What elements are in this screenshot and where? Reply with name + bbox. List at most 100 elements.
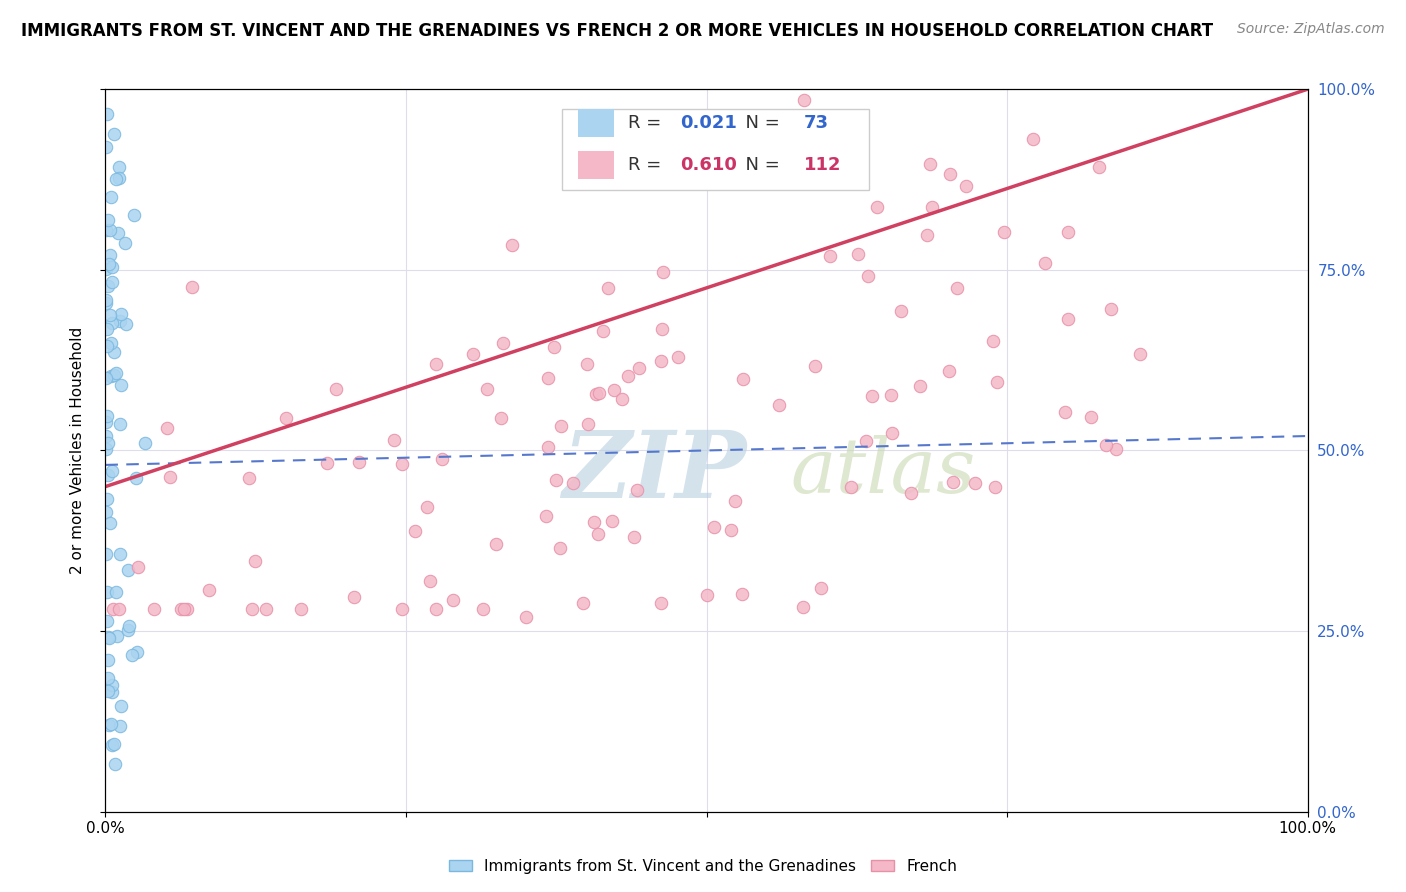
Point [731, 587, 754, 601]
Point [598, 281, 620, 295]
Point [471, 602, 494, 616]
Point [938, 167, 960, 181]
Point [98, 222, 121, 236]
Point [103, 127, 125, 141]
Point [180, 279, 202, 293]
Point [101, 260, 124, 274]
Point [254, 602, 277, 616]
Point [240, 602, 263, 616]
Point [117, 623, 139, 637]
Point [391, 602, 413, 616]
Point [818, 249, 841, 263]
Text: Source: ZipAtlas.com: Source: ZipAtlas.com [1237, 22, 1385, 37]
Point [96, 409, 118, 424]
Point [965, 476, 987, 491]
Point [290, 602, 312, 616]
Point [1105, 442, 1128, 456]
Point [118, 619, 141, 633]
Point [108, 314, 131, 328]
Point [101, 685, 124, 699]
Point [100, 316, 122, 330]
Point [98, 257, 121, 271]
Point [810, 581, 832, 595]
Point [626, 483, 648, 497]
Point [176, 602, 198, 616]
Point [110, 308, 132, 322]
Point [534, 509, 557, 524]
Point [127, 559, 149, 574]
Point [98, 718, 121, 732]
Point [98, 308, 121, 322]
Point [425, 357, 447, 371]
Point [768, 398, 790, 412]
Point [1053, 405, 1076, 419]
Point [548, 541, 571, 556]
Point [515, 609, 537, 624]
Point [170, 602, 193, 616]
Point [105, 172, 128, 186]
Point [94, 442, 117, 457]
Point [94, 140, 117, 154]
Point [391, 457, 413, 471]
Point [197, 582, 219, 597]
Point [110, 698, 132, 713]
Point [600, 514, 623, 528]
Point [96, 279, 118, 293]
Point [720, 523, 742, 537]
Point [543, 340, 565, 354]
Point [404, 524, 426, 538]
Point [946, 281, 969, 295]
Point [550, 418, 572, 433]
Text: ZIP: ZIP [562, 427, 747, 517]
Point [804, 359, 827, 374]
Point [616, 368, 638, 383]
Text: 0.610: 0.610 [681, 156, 737, 174]
Point [94, 415, 117, 429]
Point [792, 599, 814, 614]
Point [108, 417, 131, 431]
Point [585, 387, 607, 401]
Point [1129, 347, 1152, 361]
Point [612, 392, 634, 406]
Point [576, 417, 599, 431]
Point [650, 354, 672, 368]
Point [666, 350, 689, 364]
Point [862, 389, 884, 403]
Point [866, 201, 889, 215]
Point [382, 434, 405, 448]
Point [588, 526, 610, 541]
Point [993, 225, 1015, 239]
Legend: Immigrants from St. Vincent and the Grenadines, French: Immigrants from St. Vincent and the Gren… [443, 853, 963, 880]
Point [100, 368, 122, 383]
Point [97, 684, 120, 698]
FancyBboxPatch shape [578, 152, 614, 178]
Point [108, 160, 131, 174]
Point [942, 475, 965, 489]
Point [108, 602, 131, 616]
Point [97, 671, 120, 685]
Point [425, 602, 447, 616]
Point [97, 467, 120, 482]
Point [938, 364, 960, 378]
Point [733, 372, 755, 386]
FancyBboxPatch shape [562, 110, 869, 190]
Point [97, 631, 120, 645]
Point [114, 236, 136, 251]
Text: 73: 73 [804, 114, 830, 132]
Y-axis label: 2 or more Vehicles in Household: 2 or more Vehicles in Household [70, 326, 84, 574]
Point [97, 631, 120, 645]
Point [105, 366, 128, 380]
Point [441, 592, 464, 607]
Point [880, 388, 903, 402]
Text: IMMIGRANTS FROM ST. VINCENT AND THE GRENADINES VS FRENCH 2 OR MORE VEHICLES IN H: IMMIGRANTS FROM ST. VINCENT AND THE GREN… [21, 22, 1213, 40]
Point [97, 435, 120, 450]
Point [96, 615, 118, 629]
Point [1088, 160, 1111, 174]
Point [650, 596, 672, 610]
Point [238, 471, 260, 485]
Point [125, 471, 148, 485]
Point [678, 173, 700, 187]
Point [96, 547, 118, 561]
Point [96, 585, 118, 599]
Point [100, 190, 122, 204]
